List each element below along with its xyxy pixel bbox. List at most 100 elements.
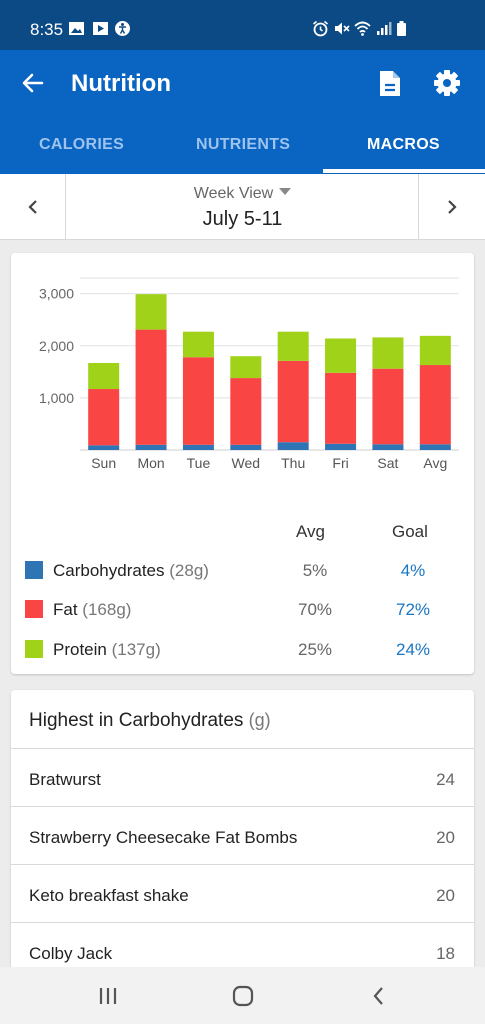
carbohydrates-swatch [25,561,43,579]
bar-fat-thu [277,360,309,443]
bar-fat-tue [182,357,214,445]
food-value: 20 [436,828,455,847]
bar-protein-thu [277,331,309,361]
x-tick-label: Wed [232,455,261,471]
food-value: 24 [436,770,455,789]
week-view-dropdown[interactable]: Week View [0,185,485,203]
macro-row-carbohydrates: Carbohydrates (28g) 5% 4% [11,555,474,585]
tab-nutrients[interactable]: NUTRIENTS [196,136,291,153]
y-tick-label: 1,000 [39,390,74,406]
recent-apps-icon[interactable] [96,984,120,1008]
macro-row-protein: Protein (137g) 25% 24% [11,634,474,664]
alarm-icon [312,20,329,37]
macro-avg: 25% [297,640,333,659]
signal-icon [377,22,392,35]
list-title: Highest in Carbohydrates (g) [29,710,271,732]
bar-carbohydrates-mon [135,444,167,450]
x-tick-label: Tue [187,455,211,471]
food-name: Keto breakfast shake [29,886,189,905]
tab-macros[interactable]: MACROS [367,136,440,153]
week-range: July 5-11 [202,208,283,230]
x-tick-label: Avg [423,455,447,471]
active-tab-indicator [323,169,485,173]
protein-swatch [25,640,43,658]
list-item[interactable]: Strawberry Cheesecake Fat Bombs 20 [11,806,474,864]
bar-carbohydrates-sun [88,445,120,450]
x-tick-label: Mon [137,455,164,471]
highest-carbs-card: Highest in Carbohydrates (g) Bratwurst 2… [11,690,474,980]
food-name: Strawberry Cheesecake Fat Bombs [29,828,298,847]
bar-carbohydrates-wed [230,444,262,450]
macro-grams: (28g) [169,561,209,580]
chevron-right-icon [448,200,457,214]
bar-protein-avg [419,335,451,366]
bar-fat-sun [88,389,120,446]
bar-protein-mon [135,294,167,330]
bar-fat-sat [372,368,404,445]
mute-icon [335,22,350,35]
page-title: Nutrition [71,70,171,97]
caret-down-icon [279,188,292,195]
image-icon [69,22,84,35]
macro-grams: (137g) [111,640,161,659]
bar-carbohydrates-sat [372,444,404,450]
document-icon[interactable] [378,70,402,97]
app-bar: Nutrition CALORIES NUTRIENTS MACROS [0,50,485,174]
macro-goal: 4% [400,561,426,580]
bar-protein-wed [230,356,262,379]
next-week-button[interactable] [418,174,484,240]
gear-icon[interactable] [433,69,461,97]
bar-carbohydrates-avg [419,444,451,450]
status-bar: 8:35 [0,0,485,50]
wifi-icon [354,21,371,36]
list-item[interactable]: Keto breakfast shake 20 [11,864,474,922]
battery-icon [397,21,406,36]
bar-protein-fri [325,338,357,373]
system-nav-bar [0,967,485,1024]
x-tick-label: Sun [91,455,116,471]
accessibility-icon [115,21,130,36]
bar-fat-fri [325,372,357,444]
list-title-text: Highest in Carbohydrates [29,710,244,731]
x-tick-label: Thu [281,455,305,471]
macro-name: Protein [53,640,107,659]
list-item[interactable]: Colby Jack 18 [11,922,474,980]
bar-fat-mon [135,329,167,445]
week-view-label: Week View [193,185,274,202]
macro-avg: 5% [302,561,328,580]
back-arrow-icon[interactable] [20,70,46,96]
macros-card: 1,000 2,000 3,000 Sun Mon Tue Wed Thu Fri Sat Avg … [11,253,474,674]
food-name: Colby Jack [29,944,113,963]
bar-carbohydrates-tue [182,444,214,450]
bar-protein-tue [182,331,214,358]
food-value: 18 [436,944,455,963]
list-item[interactable]: Bratwurst 24 [11,748,474,806]
x-tick-label: Fri [332,455,348,471]
tab-calories[interactable]: CALORIES [39,136,125,153]
macro-goal: 72% [395,600,431,619]
bar-fat-wed [230,378,262,445]
macro-grams: (168g) [82,600,132,619]
macro-name: Carbohydrates [53,561,165,580]
macro-avg: 70% [297,600,333,619]
chevron-left-icon [28,200,37,214]
food-name: Bratwurst [29,770,101,789]
avg-header: Avg [296,522,325,541]
video-icon [93,22,108,35]
fat-swatch [25,600,43,618]
back-icon[interactable] [367,984,391,1008]
bar-carbohydrates-thu [277,442,309,450]
y-tick-label: 2,000 [39,338,74,354]
list-title-unit: (g) [248,710,271,730]
macro-row-fat: Fat (168g) 70% 72% [11,594,474,624]
bar-protein-sun [88,362,120,390]
bar-protein-sat [372,337,404,369]
macros-bar-chart: 1,000 2,000 3,000 Sun Mon Tue Wed Thu Fri Sat Avg [39,277,459,471]
macro-goal: 24% [395,640,431,659]
home-icon[interactable] [231,984,255,1008]
week-selector: Week View July 5-11 [0,174,485,240]
y-tick-label: 3,000 [39,286,74,302]
goal-header: Goal [392,522,428,541]
previous-week-button[interactable] [0,174,66,240]
food-value: 20 [436,886,455,905]
